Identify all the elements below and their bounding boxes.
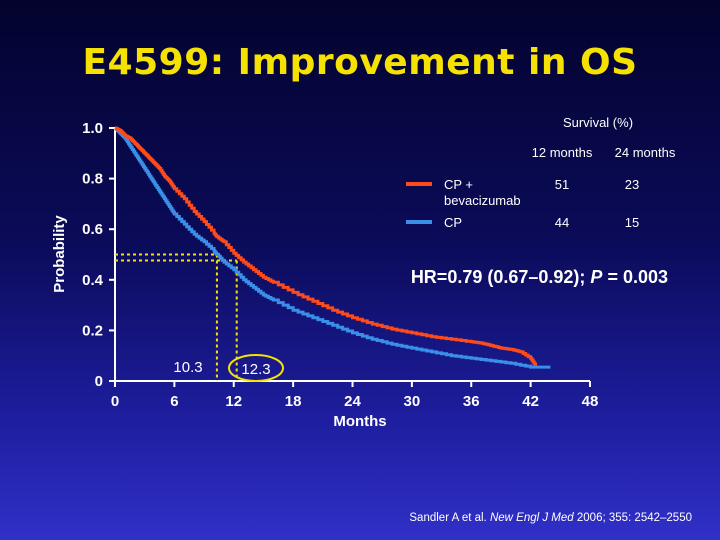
median-guides xyxy=(115,253,238,381)
survival-table-header: Survival (%) xyxy=(563,115,633,130)
x-tick-label: 18 xyxy=(285,393,302,410)
x-tick-label: 36 xyxy=(463,393,480,410)
y-tick-label: 0.4 xyxy=(82,272,104,289)
x-ticks: 0 6 12 18 24 30 36 42 48 xyxy=(111,381,599,410)
x-tick-label: 0 xyxy=(111,393,119,410)
citation-suffix: 2006; 355: 2542–2550 xyxy=(573,512,692,524)
median-label-cp-bevacizumab: 12.3 xyxy=(241,361,270,378)
y-tick-label: 1.0 xyxy=(82,120,103,137)
survival-col-12-months: 12 months xyxy=(532,145,593,160)
x-tick-label: 42 xyxy=(522,393,539,410)
hr-text: HR=0.79 (0.67–0.92); xyxy=(411,267,591,287)
survival-col-24-months: 24 months xyxy=(615,145,676,160)
series-line-cp xyxy=(114,126,551,369)
x-axis-label: Months xyxy=(333,413,386,430)
x-tick-label: 30 xyxy=(404,393,421,410)
p-label: P xyxy=(590,267,603,287)
x-tick-label: 6 xyxy=(170,393,178,410)
y-tick-label: 0.6 xyxy=(82,221,103,238)
x-tick-label: 48 xyxy=(582,393,599,410)
citation-prefix: Sandler A et al. xyxy=(409,512,490,524)
citation-journal: New Engl J Med xyxy=(489,512,574,524)
survival-bev-12: 51 xyxy=(555,177,569,192)
median-highlight-ellipse xyxy=(228,354,284,382)
legend-label-cp-bevacizumab: CP + xyxy=(444,177,473,192)
slide-title: E4599: Improvement in OS xyxy=(82,42,638,83)
survival-cp-12: 44 xyxy=(555,215,569,230)
x-tick-label: 12 xyxy=(225,393,242,410)
median-label-cp: 10.3 xyxy=(173,359,202,376)
x-tick-label: 24 xyxy=(344,393,361,410)
survival-bev-24: 23 xyxy=(625,177,639,192)
y-tick-label: 0.2 xyxy=(82,322,103,339)
survival-cp-24: 15 xyxy=(625,215,639,230)
y-tick-label: 0 xyxy=(95,373,103,390)
p-text: = 0.003 xyxy=(602,267,668,287)
y-ticks: 0 0.2 0.4 0.6 0.8 1.0 xyxy=(82,120,115,390)
legend-label-cp: CP xyxy=(444,215,462,230)
series-line-cp-bevacizumab xyxy=(114,126,538,366)
y-axis-label: Probability xyxy=(51,215,68,293)
hazard-ratio-annotation: HR=0.79 (0.67–0.92); P = 0.003 xyxy=(411,267,668,287)
legend-label-cp-bevacizumab-line2: bevacizumab xyxy=(444,193,521,208)
citation: Sandler A et al. New Engl J Med 2006; 35… xyxy=(409,512,692,524)
y-tick-label: 0.8 xyxy=(82,171,103,188)
